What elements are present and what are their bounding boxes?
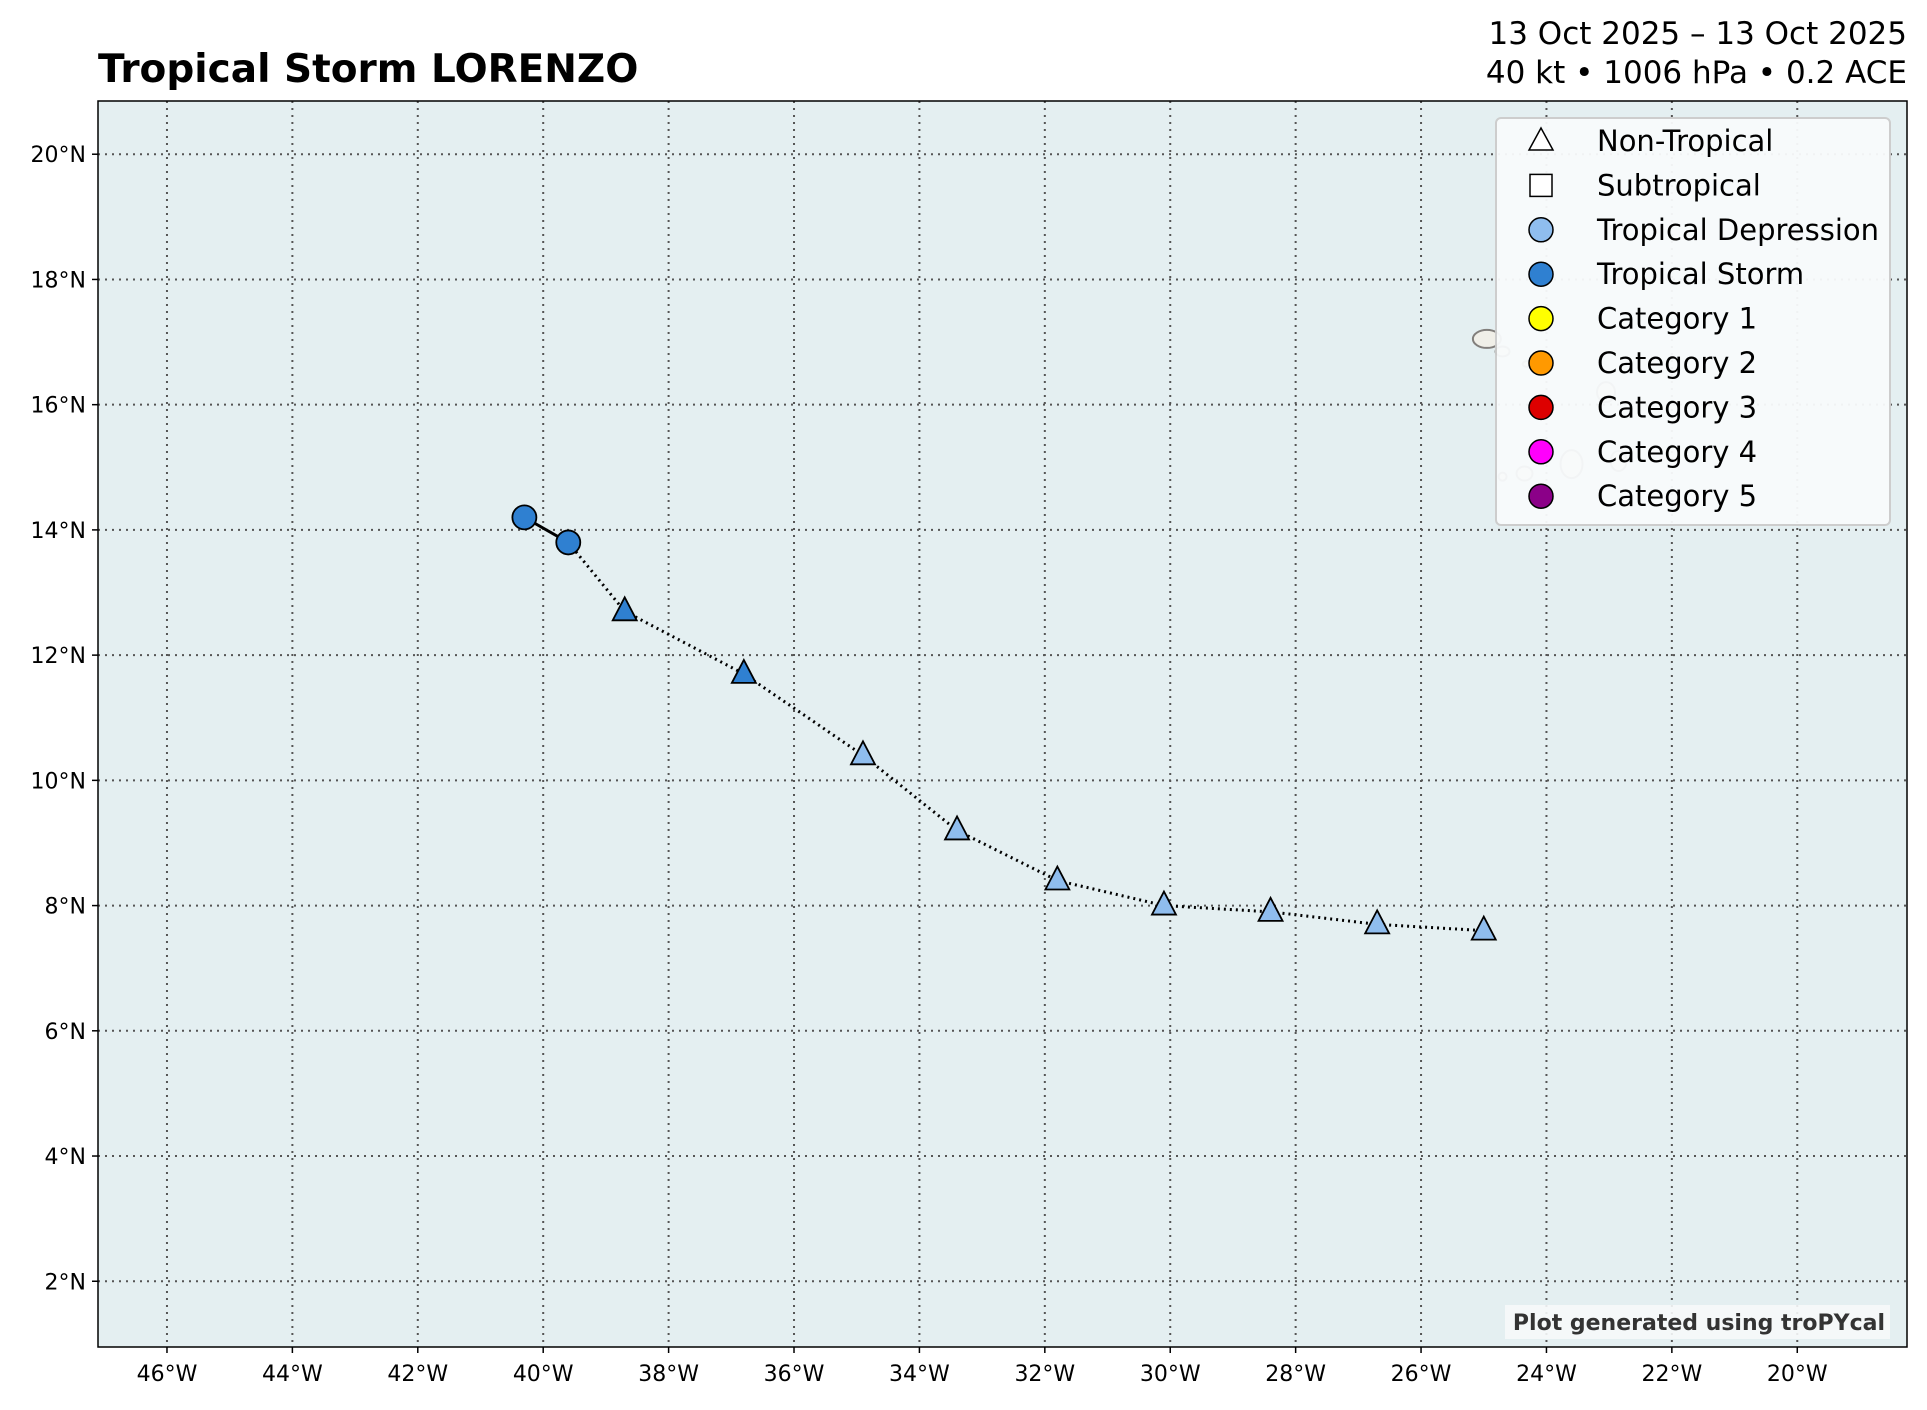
chart-storm-stats: 40 kt • 1006 hPa • 0.2 ACE [1486,55,1907,91]
track-point-triangle [1470,914,1498,941]
x-tick-label: 42°W [387,1362,448,1387]
track-point-triangle [1363,908,1391,935]
x-tick-label: 32°W [1014,1362,1075,1387]
x-tick-label: 26°W [1391,1362,1452,1387]
y-tick-label: 18°N [31,268,86,293]
legend-label: Category 2 [1597,346,1757,380]
track-point-triangle [1043,864,1071,891]
legend-label: Tropical Depression [1596,213,1879,247]
track-segment [743,672,864,757]
legend-label: Non-Tropical [1597,124,1773,158]
y-tick-label: 10°N [31,769,86,794]
legend-label: Subtropical [1597,168,1761,202]
track-point-triangle [730,657,758,684]
legend-circle-icon [1528,483,1554,509]
credit-text: Plot generated using troPYcal [1513,1311,1885,1336]
y-tick-label: 16°N [31,394,86,419]
track-point-triangle [1150,889,1178,916]
y-tick-label: 14°N [31,519,86,544]
track-point-triangle [849,739,877,766]
legend-label: Category 5 [1597,479,1757,513]
y-tick-label: 6°N [45,1020,86,1045]
y-tick-label: 8°N [45,895,86,920]
legend-label: Category 4 [1597,435,1757,469]
grid-lines [98,101,1907,1347]
track-segment [624,609,745,676]
x-tick-label: 36°W [764,1362,825,1387]
track-point-triangle [1257,895,1285,922]
legend-box [1495,117,1891,526]
chart-title: Tropical Storm LORENZO [98,47,638,92]
x-tick-label: 46°W [137,1362,198,1387]
y-tick-label: 4°N [45,1145,86,1170]
legend-circle-icon [1528,305,1554,332]
legend-circle-icon [1528,394,1554,421]
track-segment [956,829,1059,882]
storm-track [511,504,1498,941]
legend-circle-icon [1528,350,1554,376]
x-tick-label: 44°W [262,1362,323,1387]
track-segment [862,754,958,832]
x-tick-label: 20°W [1767,1362,1828,1387]
legend-circle-icon [1528,217,1554,243]
legend-triangle-icon [1527,126,1555,151]
track-point-circle [511,504,538,531]
x-tick-label: 38°W [638,1362,699,1387]
track-point-circle [555,529,582,556]
track-point-triangle [943,814,971,841]
x-tick-label: 30°W [1140,1362,1201,1387]
y-tick-label: 2°N [45,1270,86,1295]
axis-ticks: 46°W 44°W 42°W 40°W 38°W 36°W 34°W 32°W 30°W 28°W… [31,143,1828,1387]
legend: Non-Tropical Subtropical Tropical Depressi… [1495,117,1891,526]
x-tick-label: 40°W [513,1362,574,1387]
legend-square-icon [1529,173,1553,198]
legend-label: Tropical Storm [1596,257,1804,291]
y-tick-label: 20°N [31,143,86,168]
x-tick-label: 28°W [1265,1362,1326,1387]
track-segment [1057,879,1165,908]
legend-circle-icon [1528,261,1554,287]
y-tick-label: 12°N [31,644,86,669]
chart-date-range: 13 Oct 2025 – 13 Oct 2025 [1489,16,1908,52]
track-point-triangle [611,595,639,622]
x-tick-label: 34°W [889,1362,950,1387]
x-tick-label: 22°W [1641,1362,1702,1387]
x-tick-label: 24°W [1516,1362,1577,1387]
map-frame [97,100,1908,1348]
credit-background [1505,1305,1890,1339]
legend-circle-icon [1528,439,1554,465]
legend-label: Category 1 [1597,302,1757,336]
legend-label: Category 3 [1597,390,1757,424]
